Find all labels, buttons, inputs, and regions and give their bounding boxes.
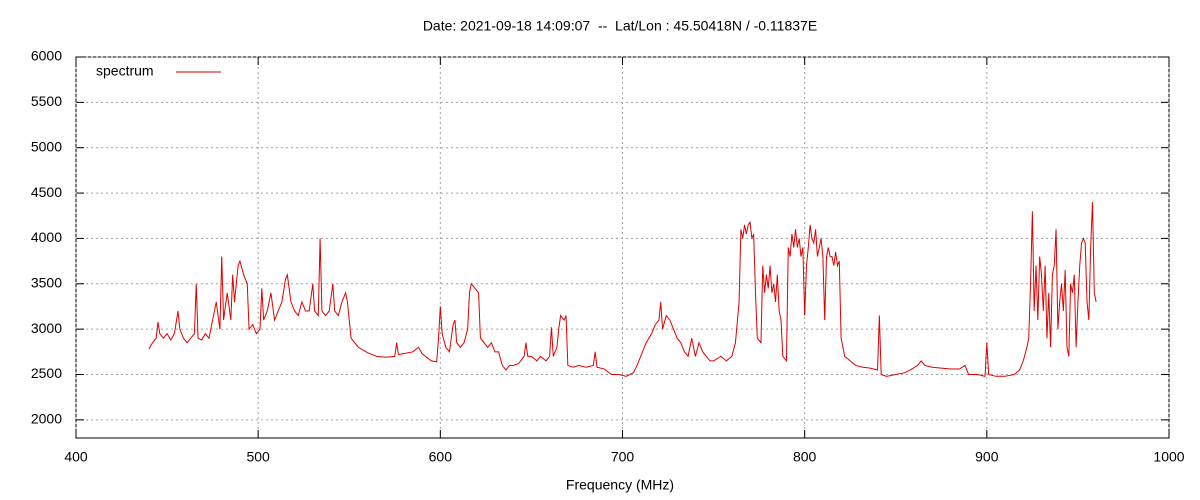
x-tick-label: 700: [611, 449, 635, 465]
y-tick-label: 3500: [31, 274, 62, 290]
y-tick-label: 4000: [31, 229, 62, 245]
x-tick-label: 900: [975, 449, 999, 465]
y-tick-label: 3000: [31, 320, 62, 336]
y-tick-label: 6000: [31, 48, 62, 64]
x-tick-label: 400: [64, 449, 88, 465]
x-tick-label: 600: [429, 449, 453, 465]
y-tick-label: 5000: [31, 138, 62, 154]
y-tick-label: 5500: [31, 93, 62, 109]
series-line: [148, 202, 1097, 377]
y-tick-label: 2000: [31, 411, 62, 427]
y-tick-label: 2500: [31, 365, 62, 381]
x-tick-label: 1000: [1153, 449, 1184, 465]
chart-title: Date: 2021-09-18 14:09:07 -- Lat/Lon : 4…: [423, 18, 817, 34]
y-tick-label: 4500: [31, 184, 62, 200]
x-tick-label: 500: [246, 449, 270, 465]
legend-label: spectrum: [96, 63, 154, 79]
x-tick-label: 800: [793, 449, 817, 465]
x-axis-label: Frequency (MHz): [566, 477, 674, 493]
